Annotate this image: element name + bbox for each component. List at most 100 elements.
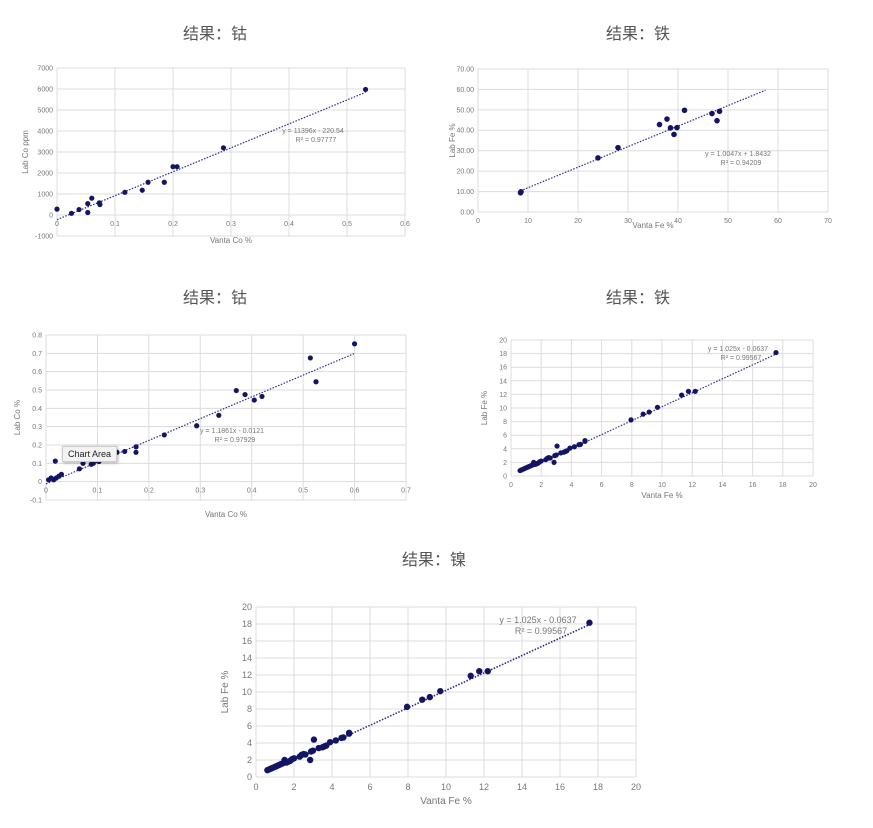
chart-2-x-axis-label: Vanta Fe % (632, 221, 673, 230)
chart-5-data-point (345, 729, 353, 736)
chart-1-x-tick-label: 0.6 (400, 221, 410, 228)
chart-1-data-point (97, 201, 103, 208)
chart-2-y-tick-label: 20.00 (456, 169, 474, 176)
chart-4-data-point (567, 445, 573, 451)
chart-1-y-tick-label: 1000 (37, 191, 53, 198)
chart-5-y-tick-label: 20 (242, 602, 252, 612)
chart-5-y-tick-label: 16 (242, 636, 252, 646)
chart-1-y-tick-label: 2000 (37, 170, 53, 177)
chart-1-data-point (85, 201, 91, 207)
chart-2-x-tick-label: 10 (524, 218, 532, 225)
chart-5-data-point (306, 756, 314, 764)
chart-2-data-point (664, 116, 670, 122)
chart-2-y-tick-label: 10.00 (456, 189, 474, 196)
chart-3-x-tick-label: 0.3 (195, 488, 205, 495)
chart-3-trendline-equation: y = 1.1861x - 0.0121 (200, 428, 264, 435)
chart-1-y-tick-label: 7000 (37, 65, 53, 72)
chart-4-y-tick-label: 8 (503, 419, 507, 426)
chart-2-data-point (615, 144, 621, 151)
chart-2-y-axis-label: Lab Fe % (448, 123, 457, 157)
chart-2-y-tick-label: 30.00 (456, 148, 474, 155)
chart-4-x-tick-label: 18 (779, 482, 787, 489)
chart-1-x-tick-label: 0.4 (284, 221, 294, 228)
chart-4-x-tick-label: 10 (658, 482, 666, 489)
chart-4-data-point (577, 441, 584, 447)
chart-5-data-point (309, 747, 317, 754)
chart-2-data-point (674, 124, 680, 131)
chart-3-trendline (45, 352, 355, 485)
chart-5-data-point (326, 738, 334, 746)
chart-4-data-point (554, 443, 560, 449)
chart-3-x-tick-label: 0.4 (247, 488, 257, 495)
chart-3-data-point (58, 471, 65, 477)
chart-1-data-point (174, 164, 180, 170)
chart-4-x-tick-label: 8 (630, 482, 634, 489)
chart-1-data-point (85, 209, 91, 216)
chart-4-x-tick-label: 4 (569, 482, 573, 489)
chart-1-x-tick-label: 0.3 (226, 221, 236, 228)
chart-4-x-tick-label: 2 (539, 482, 543, 489)
chart-2-x-tick-label: 50 (724, 218, 732, 225)
chart-1-x-tick-label: 0.2 (168, 221, 178, 228)
chart-5-y-tick-label: 4 (247, 738, 252, 748)
chart-3-title: 结果：钴 (182, 288, 248, 307)
chart-5-data-point (403, 703, 411, 711)
chart-3-y-tick-label: 0 (38, 479, 42, 486)
chart-3-data-point (90, 460, 96, 466)
chart-5-x-tick-label: 14 (517, 782, 527, 792)
chart-2-data-point (518, 188, 524, 195)
chart-4-y-tick-label: 0 (503, 473, 507, 480)
chart-4-y-tick-label: 6 (503, 433, 507, 440)
chart-5-x-tick-label: 18 (593, 782, 603, 792)
chart-4-y-tick-label: 16 (499, 365, 507, 372)
chart-4-data-point (547, 455, 553, 461)
chart-2-y-tick-label: 70.00 (456, 66, 474, 73)
chart-5-data-point (332, 737, 339, 744)
chart-4-y-tick-label: 20 (499, 337, 507, 344)
chart-5-y-tick-label: 8 (247, 704, 252, 714)
chart-4-x-tick-label: 0 (509, 482, 513, 489)
chart-2-data-point (656, 121, 663, 128)
chart-3-data-point (216, 412, 222, 418)
chart-5-data-point (484, 667, 491, 675)
chart-4-data-point (654, 404, 661, 410)
chart-1-x-tick-label: 0.5 (342, 221, 352, 228)
chart-5-x-tick-label: 10 (441, 782, 451, 792)
chart-2-y-tick-label: 50.00 (456, 107, 474, 114)
chart-1-y-tick-label: 3000 (37, 149, 53, 156)
chart-2-data-point (667, 125, 674, 131)
chart-1-data-point (122, 189, 128, 195)
chart-3-x-tick-label: 0.6 (350, 488, 360, 495)
chart-5-title: 结果：镍 (401, 550, 467, 569)
chart-5-data-point (426, 693, 434, 701)
chart-5-trendline-r2: R² = 0.99567 (515, 626, 567, 636)
chart-3-y-tick-label: 0.8 (32, 332, 42, 339)
chart-1-data-point (220, 145, 227, 151)
chart-3-x-tick-label: 0.5 (298, 488, 308, 495)
chart-5-x-tick-label: 16 (555, 782, 565, 792)
chart-5-data-point (310, 736, 318, 743)
chart-5-data-point (467, 672, 474, 680)
chart-5-trendline-equation: y = 1.025x - 0.0637 (499, 615, 576, 625)
chart-4-y-axis-label: Lab Fe % (480, 391, 489, 425)
chart-5-y-tick-label: 10 (242, 687, 252, 697)
chart-3-data-point (122, 448, 128, 455)
chart-4-y-tick-label: 2 (503, 460, 507, 467)
chart-1-trendline (56, 91, 366, 221)
chart-5-x-tick-label: 2 (291, 782, 296, 792)
chart-1-y-tick-label: 6000 (37, 86, 53, 93)
chart-5-y-tick-label: 0 (247, 772, 252, 782)
chart-area-tooltip: Chart Area (62, 446, 118, 462)
chart-3-data-point (133, 449, 139, 455)
chart-2-data-point (681, 107, 688, 114)
chart-3-y-axis-label: Lab Co % (13, 400, 22, 435)
chart-2-x-tick-label: 40 (674, 218, 682, 225)
chart-4-x-tick-label: 12 (688, 482, 696, 489)
chart-3-data-point (351, 341, 358, 347)
chart-4-y-tick-label: 12 (499, 392, 507, 399)
chart-2-y-tick-label: 0.00 (460, 209, 474, 216)
chart-4-data-point (692, 388, 698, 394)
chart-3-x-tick-label: 0 (44, 488, 48, 495)
chart-2-data-point (716, 108, 723, 115)
chart-4-trendline-equation: y = 1.025x - 0.0637 (708, 346, 768, 353)
